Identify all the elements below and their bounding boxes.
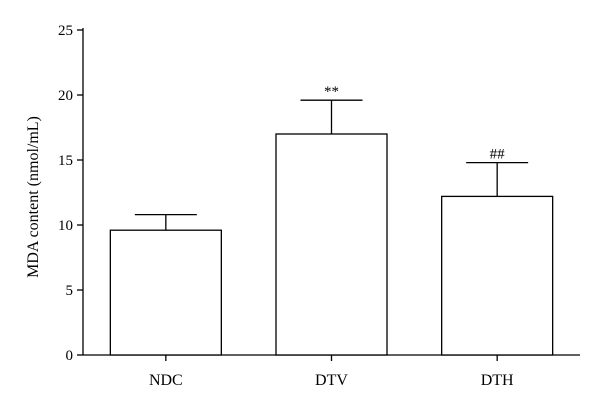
y-tick-label: 15 — [58, 153, 73, 169]
x-tick-label-dth: DTH — [481, 372, 514, 389]
significance-label-dth: ## — [490, 147, 506, 163]
bar-ndc — [109, 229, 222, 356]
significance-label-dtv: ** — [324, 84, 339, 100]
y-tick-label: 20 — [58, 88, 73, 104]
x-tick-label-dtv: DTV — [315, 372, 348, 389]
y-tick-label: 25 — [58, 23, 73, 39]
x-tick-label-ndc: NDC — [149, 372, 183, 389]
y-tick-label: 10 — [58, 218, 73, 234]
bar-dtv — [275, 133, 388, 356]
bar-dth — [441, 195, 554, 356]
y-tick-label: 0 — [66, 348, 74, 364]
y-axis-label: MDA content (nmol/mL) — [25, 116, 42, 278]
y-tick-label: 5 — [66, 283, 74, 299]
plot-area: 0 5 10 15 20 25 NDC ** DTV ## DTH — [58, 23, 580, 389]
